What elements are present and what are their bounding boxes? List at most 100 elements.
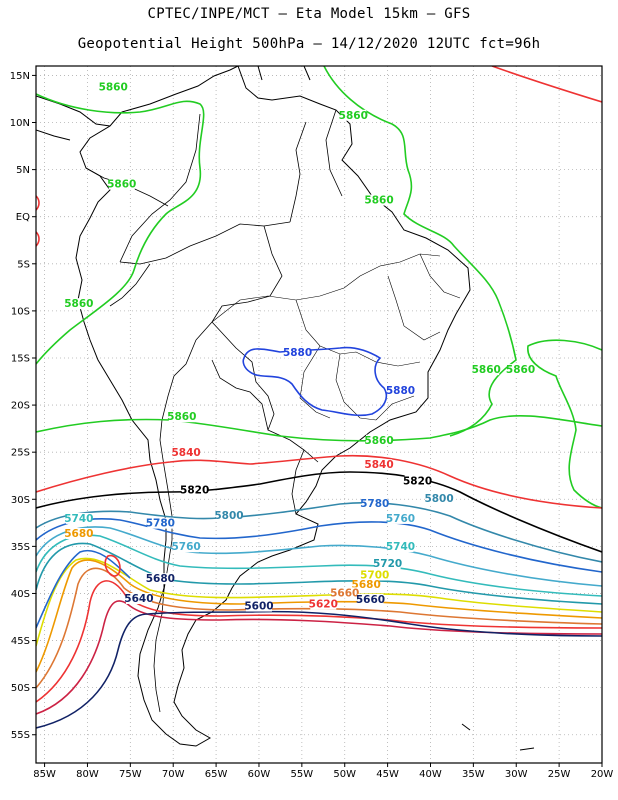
contour-label: 5600 [244, 601, 273, 613]
lon-label: 55W [291, 769, 314, 780]
contour-label: 5860 [107, 179, 136, 191]
contour-5660 [36, 567, 602, 689]
contour-5800 [36, 501, 602, 563]
lat-label: 10N [10, 118, 30, 129]
contour-label-bg [125, 592, 152, 604]
lon-label: 35W [462, 769, 485, 780]
contour-label-bg [366, 459, 393, 471]
contour-label: 5680 [146, 573, 175, 585]
lat-label: 25S [11, 448, 30, 459]
contour-label-bg [426, 493, 453, 505]
contour-label: 5840 [364, 459, 393, 471]
lat-label: 5N [16, 165, 30, 176]
contour-label: 5840 [171, 447, 200, 459]
contour-5640 [36, 580, 602, 703]
lon-label: 30W [505, 769, 528, 780]
contour-label: 5780 [360, 498, 389, 510]
lon-label: 60W [248, 769, 271, 780]
contour-label: 5860 [472, 364, 501, 376]
contour-label-bg [387, 512, 414, 524]
contour-label: 5880 [386, 385, 415, 397]
coastline [36, 66, 535, 751]
lat-label: 45S [11, 636, 30, 647]
contour-label: 5860 [99, 82, 128, 94]
contour-5840 [36, 454, 602, 509]
contour-label: 5780 [146, 518, 175, 530]
contour-label-bg [108, 178, 135, 190]
state-borders [211, 253, 461, 421]
contour-5620 [36, 600, 602, 715]
contour-5860-south [36, 414, 602, 442]
lon-label: 25W [548, 769, 571, 780]
contour-label-bg [168, 411, 195, 423]
contour-label: 5660 [356, 594, 385, 606]
contour-5600 [36, 610, 602, 729]
lon-label: 70W [162, 769, 185, 780]
lon-label: 80W [76, 769, 99, 780]
lat-label: EQ [16, 212, 30, 223]
contour-5740 [36, 534, 602, 597]
contour-label-bg [147, 517, 174, 529]
contour-label: 5860 [167, 411, 196, 423]
contour-label: 5860 [64, 298, 93, 310]
contour-label: 5640 [124, 593, 153, 605]
contour-label-bg [100, 81, 127, 93]
contour-label-bg [173, 447, 200, 459]
lat-lon-grid [36, 66, 603, 763]
contour-label: 5880 [283, 347, 312, 359]
contour-label-bg [374, 558, 401, 570]
contour-5680 [36, 559, 602, 673]
contour-label: 5680 [352, 579, 381, 591]
lat-label: 20S [11, 401, 30, 412]
lat-label: 5S [17, 259, 30, 270]
map-frame [35, 65, 603, 764]
lat-label: 35S [11, 542, 30, 553]
contour-inner-blue [36, 549, 131, 629]
contour-lines [36, 66, 602, 729]
contour-label-bg [353, 578, 380, 590]
contour-label-bg [404, 475, 431, 487]
contour-label: 5740 [64, 513, 93, 525]
lat-label: 15S [11, 353, 30, 364]
contour-label-bg [245, 600, 272, 612]
contour-label-bg [173, 541, 200, 553]
lon-label: 50W [333, 769, 356, 780]
contour-label-bg [65, 298, 92, 310]
lat-label: 30S [11, 495, 30, 506]
contour-label: 5620 [309, 599, 338, 611]
contour-label-bg [361, 569, 388, 581]
contour-5860-left-edge-2 [36, 231, 40, 247]
map-title-line-1: CPTEC/INPE/MCT – Eta Model 15km – GFS [147, 6, 471, 22]
contour-label-bg [331, 587, 358, 599]
contour-label-bg [473, 364, 500, 376]
contour-label: 5760 [386, 513, 415, 525]
longitude-labels: 85W 80W 75W 70W 65W 60W 55W 50W 45W 40W 35W 30W 25W 2… [33, 763, 613, 780]
contour-label-bg [361, 497, 388, 509]
lon-label: 40W [419, 769, 442, 780]
lat-label: 10S [11, 306, 30, 317]
contour-label: 5720 [373, 558, 402, 570]
contour-label: 5820 [180, 485, 209, 497]
contour-label-bg [181, 484, 208, 496]
contour-5720 [36, 542, 602, 605]
lat-label: 40S [11, 589, 30, 600]
lat-label: 55S [11, 730, 30, 741]
lat-label: 15N [10, 71, 30, 82]
lon-label: 65W [205, 769, 228, 780]
contour-5700 [36, 557, 602, 647]
lat-label: 50S [11, 683, 30, 694]
contour-5860-far-east [527, 339, 602, 509]
contour-5760 [36, 526, 602, 587]
contour-label: 5760 [171, 541, 200, 553]
contour-label-bg [366, 434, 393, 446]
contour-label-bg [147, 573, 174, 585]
contour-label: 5680 [64, 528, 93, 540]
contour-label: 5860 [339, 110, 368, 122]
contour-label: 5800 [424, 493, 453, 505]
contour-label: 5700 [360, 569, 389, 581]
country-borders [85, 109, 343, 713]
contour-5860-left-edge [36, 195, 40, 211]
contour-label-bg [65, 528, 92, 540]
contour-label: 5820 [403, 475, 432, 487]
